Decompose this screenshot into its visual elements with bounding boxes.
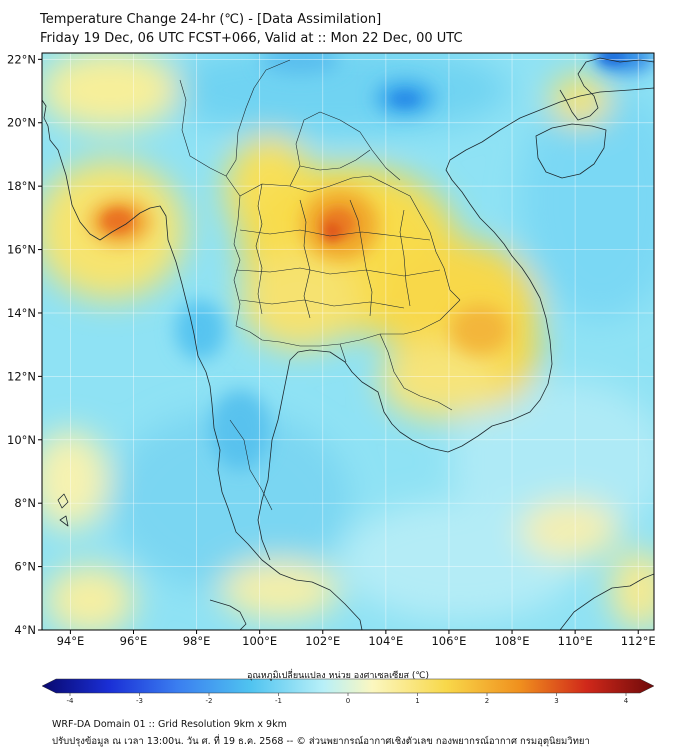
lon-tick-label: 112°E — [621, 634, 656, 648]
colorbar-tick-label: 2 — [485, 697, 489, 705]
colorbar-tick-label: -1 — [275, 697, 282, 705]
footer-model-info: WRF-DA Domain 01 :: Grid Resolution 9km … — [52, 719, 287, 730]
lat-tick-label: 20°N — [7, 116, 36, 130]
lat-tick-label: 12°N — [7, 369, 36, 383]
lat-tick-label: 14°N — [7, 306, 36, 320]
map-frame — [41, 52, 655, 631]
lat-tick-label: 16°N — [7, 243, 36, 257]
lon-tick-label: 98°E — [183, 634, 211, 648]
lon-tick-label: 94°E — [57, 634, 85, 648]
lon-tick-label: 110°E — [558, 634, 593, 648]
map-subtitle: Friday 19 Dec, 06 UTC FCST+066, Valid at… — [40, 31, 463, 46]
axis-ticks: 22°N 20°N 18°N 16°N 14°N 12°N 10°N 8°N 6°N 4°N 94°… — [7, 52, 656, 648]
map-title: Temperature Change 24-hr (℃) - [Data Ass… — [40, 12, 382, 27]
lon-tick-label: 106°E — [431, 634, 466, 648]
lon-tick-label: 108°E — [495, 634, 530, 648]
lon-tick-label: 100°E — [242, 634, 277, 648]
footer-update-info: ปรับปรุงข้อมูล ณ เวลา 13:00น. วัน ศ. ที่… — [52, 736, 590, 747]
coastlines — [42, 57, 654, 630]
colorbar-tick-label: 3 — [554, 697, 558, 705]
colorbar: -4 -3 -2 -1 0 1 2 3 4 — [41, 678, 655, 705]
colorbar-tick-label: -4 — [67, 697, 75, 705]
country-borders — [179, 59, 461, 511]
lon-tick-label: 96°E — [120, 634, 148, 648]
lat-tick-label: 6°N — [14, 560, 36, 574]
colorbar-tick-label: 1 — [415, 697, 419, 705]
lat-tick-label: 18°N — [7, 179, 36, 193]
colorbar-tick-label: 0 — [346, 697, 350, 705]
colorbar-label: อุณหภูมิเปลี่ยนแปลง หน่วย องศาเซลเซียส (… — [246, 671, 430, 681]
colorbar-tick-label: 4 — [624, 697, 629, 705]
lat-tick-label: 4°N — [14, 623, 36, 637]
colorbar-ticks: -4 -3 -2 -1 0 1 2 3 4 — [67, 693, 629, 705]
lat-tick-label: 8°N — [14, 496, 36, 510]
colorbar-gradient — [41, 678, 655, 694]
colorbar-tick-label: -2 — [206, 697, 213, 705]
lon-tick-label: 102°E — [305, 634, 340, 648]
lat-tick-label: 10°N — [7, 433, 36, 447]
lat-tick-label: 22°N — [7, 52, 36, 66]
lon-tick-label: 104°E — [368, 634, 403, 648]
colorbar-tick-label: -3 — [136, 697, 143, 705]
temperature-field — [42, 53, 654, 630]
